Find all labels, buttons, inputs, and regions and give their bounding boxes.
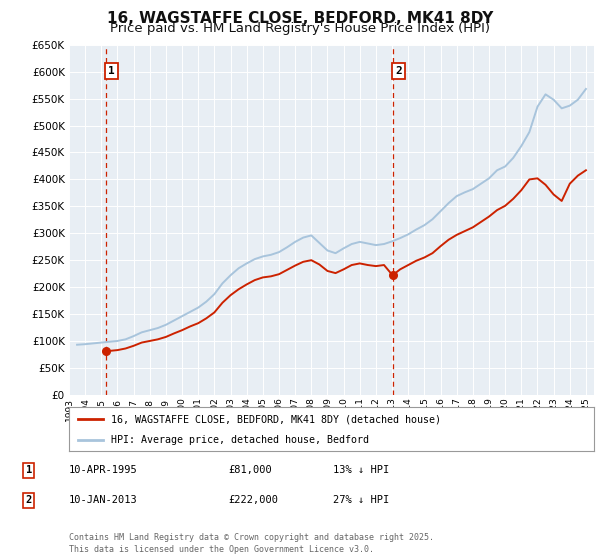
Text: HPI: Average price, detached house, Bedford: HPI: Average price, detached house, Bedf… bbox=[111, 435, 369, 445]
Text: 13% ↓ HPI: 13% ↓ HPI bbox=[333, 465, 389, 475]
Text: 27% ↓ HPI: 27% ↓ HPI bbox=[333, 496, 389, 506]
Text: 10-JAN-2013: 10-JAN-2013 bbox=[69, 496, 138, 506]
Text: 1: 1 bbox=[108, 66, 115, 76]
Text: 16, WAGSTAFFE CLOSE, BEDFORD, MK41 8DY: 16, WAGSTAFFE CLOSE, BEDFORD, MK41 8DY bbox=[107, 11, 493, 26]
Text: 10-APR-1995: 10-APR-1995 bbox=[69, 465, 138, 475]
Text: 16, WAGSTAFFE CLOSE, BEDFORD, MK41 8DY (detached house): 16, WAGSTAFFE CLOSE, BEDFORD, MK41 8DY (… bbox=[111, 414, 441, 424]
Text: 2: 2 bbox=[26, 496, 32, 506]
Text: 1: 1 bbox=[26, 465, 32, 475]
Text: 2: 2 bbox=[395, 66, 402, 76]
Text: Contains HM Land Registry data © Crown copyright and database right 2025.
This d: Contains HM Land Registry data © Crown c… bbox=[69, 533, 434, 554]
Text: Price paid vs. HM Land Registry's House Price Index (HPI): Price paid vs. HM Land Registry's House … bbox=[110, 22, 490, 35]
Text: £222,000: £222,000 bbox=[228, 496, 278, 506]
Text: £81,000: £81,000 bbox=[228, 465, 272, 475]
